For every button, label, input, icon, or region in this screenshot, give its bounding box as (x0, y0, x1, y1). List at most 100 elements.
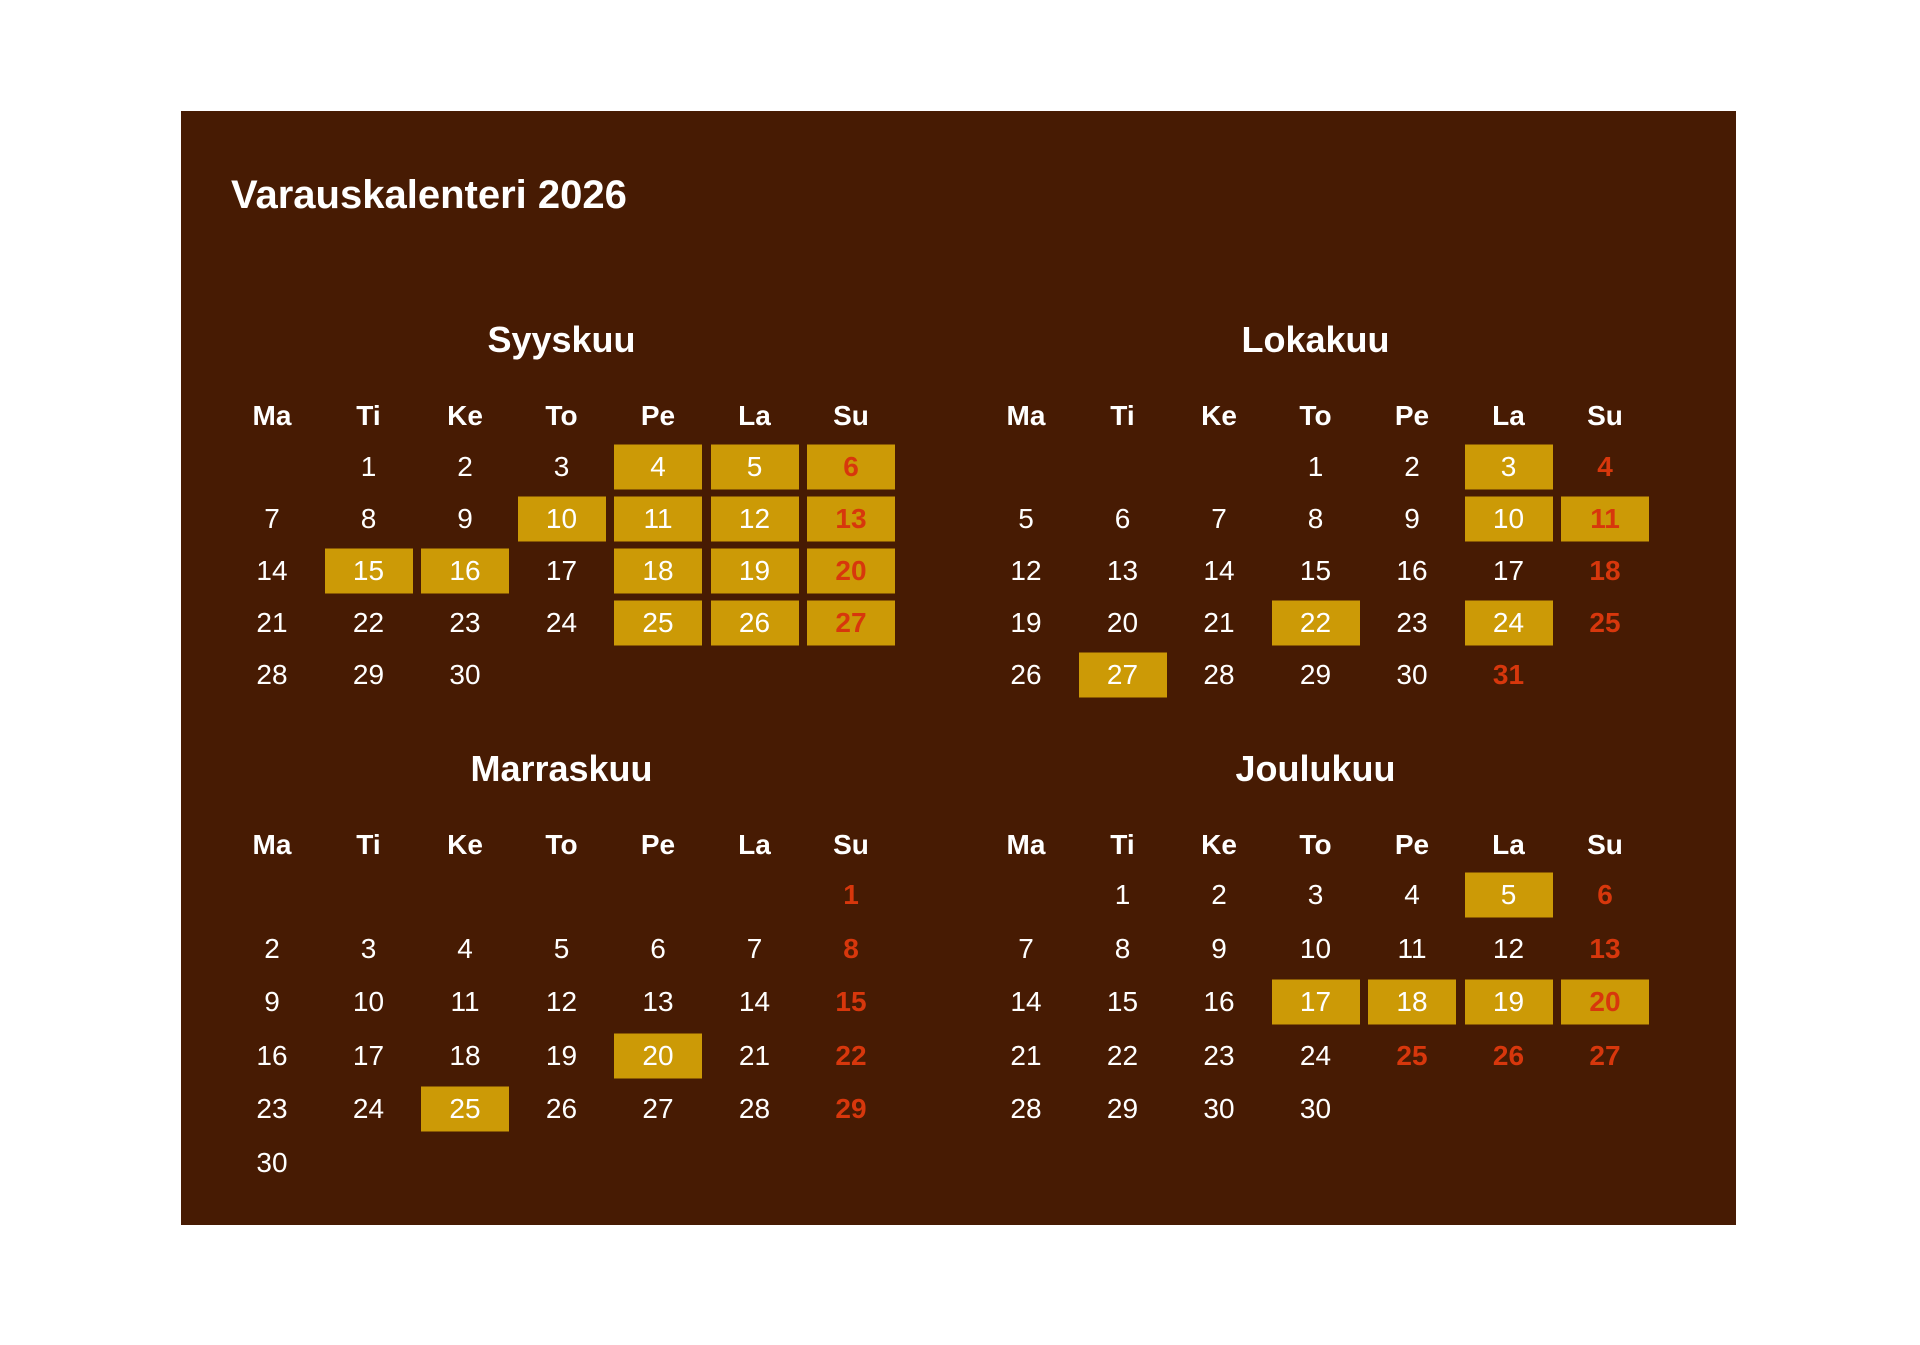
month-title: Lokakuu (1241, 319, 1390, 360)
day: 30 (1299, 1093, 1332, 1125)
day: 6 (1114, 503, 1131, 534)
day: 9 (1404, 503, 1420, 534)
holiday-day: 15 (835, 986, 867, 1018)
day: 3 (1500, 451, 1517, 482)
day: 23 (1203, 1039, 1235, 1071)
holiday-day: 8 (843, 932, 859, 964)
day: 9 (1211, 932, 1227, 964)
month-title: Marraskuu (470, 748, 653, 789)
day: 11 (643, 503, 673, 534)
weekday-header: Ti (356, 829, 381, 860)
day: 18 (449, 1039, 481, 1071)
day: 16 (449, 555, 481, 586)
day: 3 (1307, 879, 1324, 910)
booked-highlight (1464, 600, 1553, 646)
day: 30 (1396, 659, 1428, 690)
day: 8 (360, 503, 377, 534)
day: 23 (1396, 607, 1428, 638)
day: 29 (352, 659, 385, 690)
day: 7 (264, 503, 280, 534)
weekday-header: To (1299, 400, 1332, 431)
day: 1 (1114, 879, 1131, 910)
booked-highlight (1464, 444, 1553, 490)
weekday-header: Ma (252, 829, 292, 860)
day: 10 (1299, 932, 1332, 964)
day: 3 (360, 932, 377, 964)
day: 26 (545, 1093, 578, 1125)
weekday-header: Ti (356, 400, 381, 431)
weekday-header: Ke (1201, 400, 1237, 431)
day: 28 (738, 1093, 771, 1125)
day: 22 (1106, 1039, 1139, 1071)
day: 25 (449, 1093, 481, 1125)
day: 19 (1010, 607, 1042, 638)
booked-highlight (1464, 496, 1553, 542)
holiday-day: 27 (835, 607, 867, 638)
holiday-day: 27 (1589, 1039, 1621, 1071)
weekday-header: To (545, 829, 578, 860)
day: 2 (1211, 879, 1227, 910)
day: 24 (1492, 607, 1525, 638)
day: 22 (1299, 607, 1332, 638)
holiday-day: 25 (1589, 607, 1621, 638)
holiday-day: 11 (1590, 503, 1620, 534)
day: 16 (1396, 555, 1428, 586)
booked-highlight (1271, 979, 1360, 1025)
booked-highlight (710, 600, 799, 646)
day: 10 (352, 986, 385, 1018)
booked-highlight (807, 444, 895, 490)
weekday-header: La (1492, 829, 1525, 860)
day: 17 (352, 1039, 385, 1071)
day: 5 (1018, 503, 1034, 534)
weekday-header: La (1492, 400, 1525, 431)
weekday-header: Pe (1394, 829, 1430, 860)
booked-highlight (807, 600, 895, 646)
day: 27 (642, 1093, 674, 1125)
weekday-header: Pe (640, 829, 676, 860)
holiday-day: 13 (1589, 932, 1621, 964)
day: 21 (256, 607, 288, 638)
day: 15 (352, 555, 385, 586)
day: 2 (457, 451, 473, 482)
weekday-header: Pe (640, 400, 676, 431)
weekday-header: Ke (1201, 829, 1237, 860)
booked-highlight (1464, 979, 1553, 1025)
day: 26 (738, 607, 771, 638)
day: 28 (1203, 659, 1235, 690)
day: 27 (1106, 659, 1139, 690)
day: 13 (1106, 555, 1139, 586)
holiday-day: 18 (1589, 555, 1621, 586)
day: 4 (1404, 879, 1420, 910)
month-title: Joulukuu (1235, 748, 1396, 789)
weekday-header: Ma (252, 400, 292, 431)
day: 7 (1211, 503, 1227, 534)
day: 19 (1492, 986, 1525, 1018)
holiday-day: 13 (835, 503, 867, 534)
day: 13 (642, 986, 674, 1018)
day: 17 (1492, 555, 1525, 586)
day: 16 (256, 1039, 288, 1071)
day: 29 (1106, 1093, 1139, 1125)
day: 24 (352, 1093, 385, 1125)
day: 21 (1203, 607, 1235, 638)
day: 6 (650, 932, 666, 964)
holiday-day: 4 (1597, 451, 1613, 482)
booked-highlight (807, 496, 895, 542)
day: 23 (449, 607, 481, 638)
holiday-day: 1 (843, 879, 859, 910)
day: 5 (746, 451, 763, 482)
holiday-day: 29 (835, 1093, 867, 1125)
day: 8 (1114, 932, 1131, 964)
weekday-header: La (738, 829, 771, 860)
weekday-header: Ke (447, 829, 483, 860)
page-title: Varauskalenteri 2026 (231, 173, 627, 217)
day: 1 (360, 451, 377, 482)
day: 3 (553, 451, 570, 482)
weekday-header: Ke (447, 400, 483, 431)
holiday-day: 6 (1597, 879, 1613, 910)
day: 9 (457, 503, 473, 534)
day: 4 (650, 451, 666, 482)
calendar-panel: Varauskalenteri 2026 Syyskuu Ma Ti Ke To Pe La… (181, 111, 1736, 1225)
weekday-header: Ti (1110, 400, 1135, 431)
